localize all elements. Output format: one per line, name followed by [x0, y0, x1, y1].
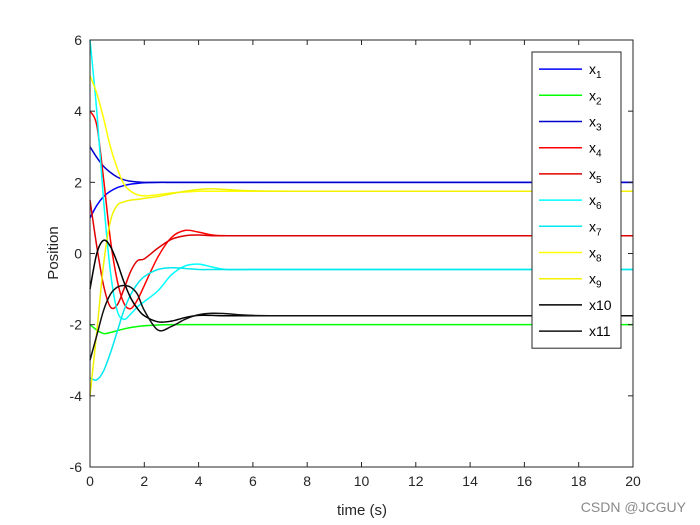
legend-entry-x1: x1 — [589, 61, 602, 81]
x-tick-label: 14 — [462, 473, 478, 489]
y-tick-label: -4 — [70, 388, 83, 404]
y-tick-label: 4 — [74, 103, 82, 119]
legend-entry-x4: x4 — [589, 140, 602, 160]
legend-entry-x7: x7 — [589, 218, 602, 238]
series-line-x7 — [89, 266, 633, 381]
y-tick-label: 2 — [74, 174, 82, 190]
x-tick-label: 2 — [140, 473, 148, 489]
x-tick-label: 4 — [195, 473, 203, 489]
legend-entry-x6: x6 — [589, 192, 602, 212]
series-line-x9 — [89, 187, 633, 396]
series-line-x3 — [89, 146, 633, 184]
series-line-x5 — [89, 200, 633, 310]
x-tick-label: 8 — [303, 473, 311, 489]
y-tick-label: 0 — [74, 246, 82, 262]
legend-entry-x9: x9 — [589, 271, 602, 291]
legend-entry-x11: x11 — [589, 323, 611, 339]
y-axis-label: Position — [45, 226, 62, 279]
x-tick-label: 20 — [625, 473, 641, 489]
x-tick-label: 0 — [86, 473, 94, 489]
x-tick-label: 10 — [354, 473, 370, 489]
x-axis-ticks: 0 2 4 6 8 10 12 14 16 18 20 — [86, 40, 641, 489]
legend-entry-x8: x8 — [589, 245, 602, 265]
x-tick-label: 12 — [408, 473, 424, 489]
x-axis-label: time (s) — [337, 502, 387, 519]
y-tick-label: 6 — [74, 32, 82, 48]
y-tick-label: -2 — [70, 317, 83, 333]
x-tick-label: 6 — [249, 473, 257, 489]
y-axis-ticks: -6 -4 -2 0 2 4 6 — [70, 32, 633, 475]
series-line-x2 — [89, 323, 633, 335]
watermark-text: CSDN @JCGUY — [580, 499, 686, 515]
x-tick-label: 18 — [571, 473, 587, 489]
legend-entry-x10: x10 — [589, 297, 612, 313]
series-line-x11 — [89, 284, 633, 361]
legend-entry-x2: x2 — [589, 87, 602, 107]
x-tick-label: 16 — [517, 473, 533, 489]
legend-entry-x3: x3 — [589, 114, 602, 134]
legend: x1 x2 x3 x4 x5 x6 x7 x8 x9 x10 x11 — [531, 51, 622, 349]
legend-entry-x5: x5 — [589, 166, 602, 186]
series-layer — [89, 39, 633, 396]
y-tick-label: -6 — [70, 459, 83, 475]
